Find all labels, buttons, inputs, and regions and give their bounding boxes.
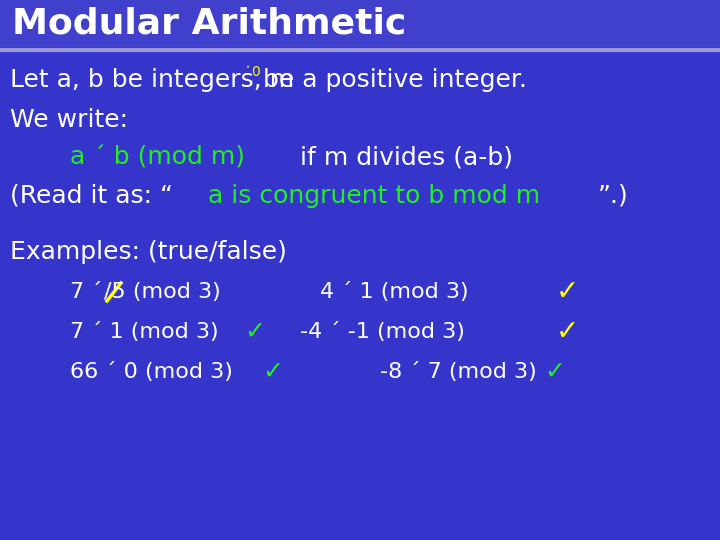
Text: /5 (mod 3): /5 (mod 3): [104, 282, 221, 302]
Text: Modular Arithmetic: Modular Arithmetic: [12, 7, 406, 41]
Text: (Read it as: “: (Read it as: “: [10, 184, 173, 208]
Text: 7 ´: 7 ´: [70, 282, 102, 302]
Text: ✓: ✓: [556, 318, 580, 346]
Text: ✓: ✓: [244, 320, 265, 344]
Text: a ´ b (mod m): a ´ b (mod m): [70, 146, 245, 170]
Text: -8 ´ 7 (mod 3): -8 ´ 7 (mod 3): [380, 362, 536, 382]
Text: We write:: We write:: [10, 108, 128, 132]
Text: ✓: ✓: [544, 360, 565, 384]
Text: Let a, b be integers, m: Let a, b be integers, m: [10, 68, 294, 92]
Text: if m divides (a-b): if m divides (a-b): [300, 146, 513, 170]
Text: 7 ´ 1 (mod 3): 7 ´ 1 (mod 3): [70, 322, 219, 342]
Bar: [0, 0, 720, 47]
Text: ✓: ✓: [556, 278, 580, 306]
Text: -4 ´ -1 (mod 3): -4 ´ -1 (mod 3): [300, 322, 465, 342]
Text: ✓: ✓: [262, 360, 283, 384]
Text: a is congruent to b mod m: a is congruent to b mod m: [208, 184, 540, 208]
Text: Examples: (true/false): Examples: (true/false): [10, 240, 287, 264]
Text: ”.): ”.): [598, 184, 629, 208]
Text: 0: 0: [251, 65, 260, 79]
Text: 4 ´ 1 (mod 3): 4 ´ 1 (mod 3): [320, 282, 469, 302]
Text: 66 ´ 0 (mod 3): 66 ´ 0 (mod 3): [70, 362, 233, 382]
Text: be a positive integer.: be a positive integer.: [255, 68, 527, 92]
